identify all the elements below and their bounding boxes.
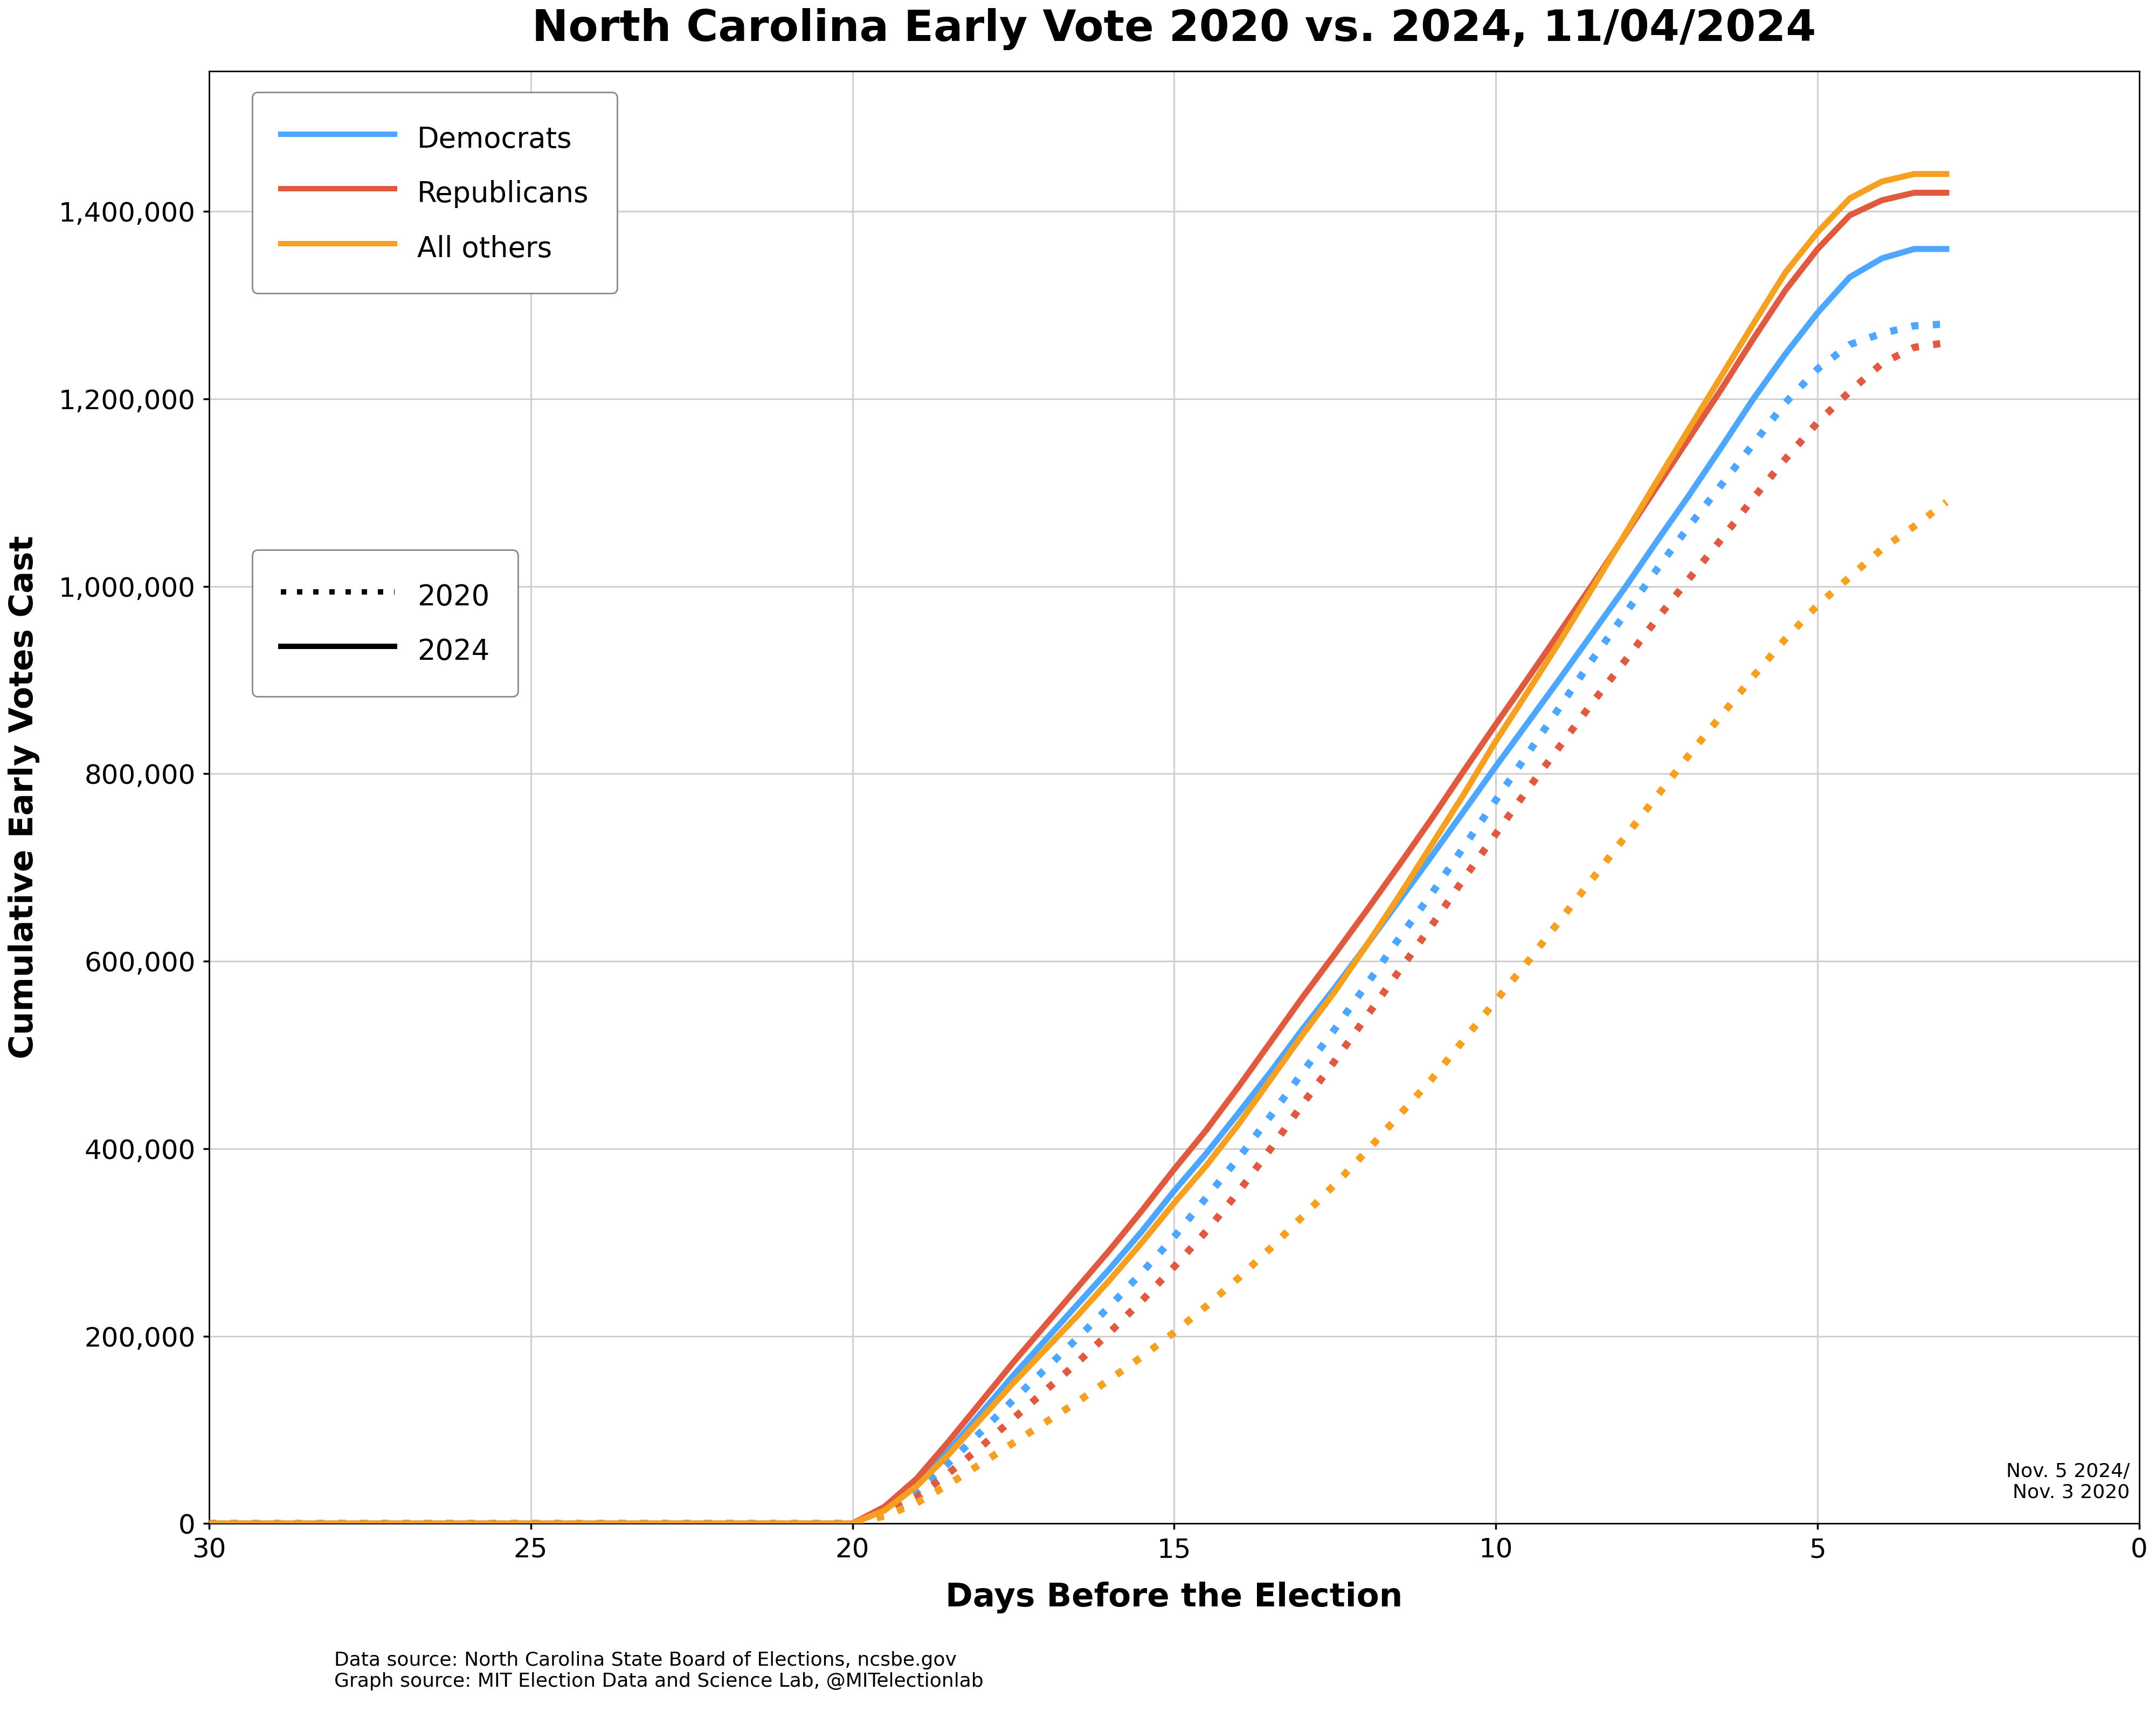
Y-axis label: Cumulative Early Votes Cast: Cumulative Early Votes Cast — [9, 536, 41, 1059]
Text: Data source: North Carolina State Board of Elections, ncsbe.gov
Graph source: MI: Data source: North Carolina State Board … — [334, 1651, 983, 1690]
X-axis label: Days Before the Election: Days Before the Election — [946, 1582, 1404, 1613]
Text: Nov. 5 2024/
Nov. 3 2020: Nov. 5 2024/ Nov. 3 2020 — [2005, 1463, 2130, 1502]
Legend: 2020, 2024: 2020, 2024 — [252, 550, 517, 697]
Title: North Carolina Early Vote 2020 vs. 2024, 11/04/2024: North Carolina Early Vote 2020 vs. 2024,… — [533, 9, 1815, 50]
